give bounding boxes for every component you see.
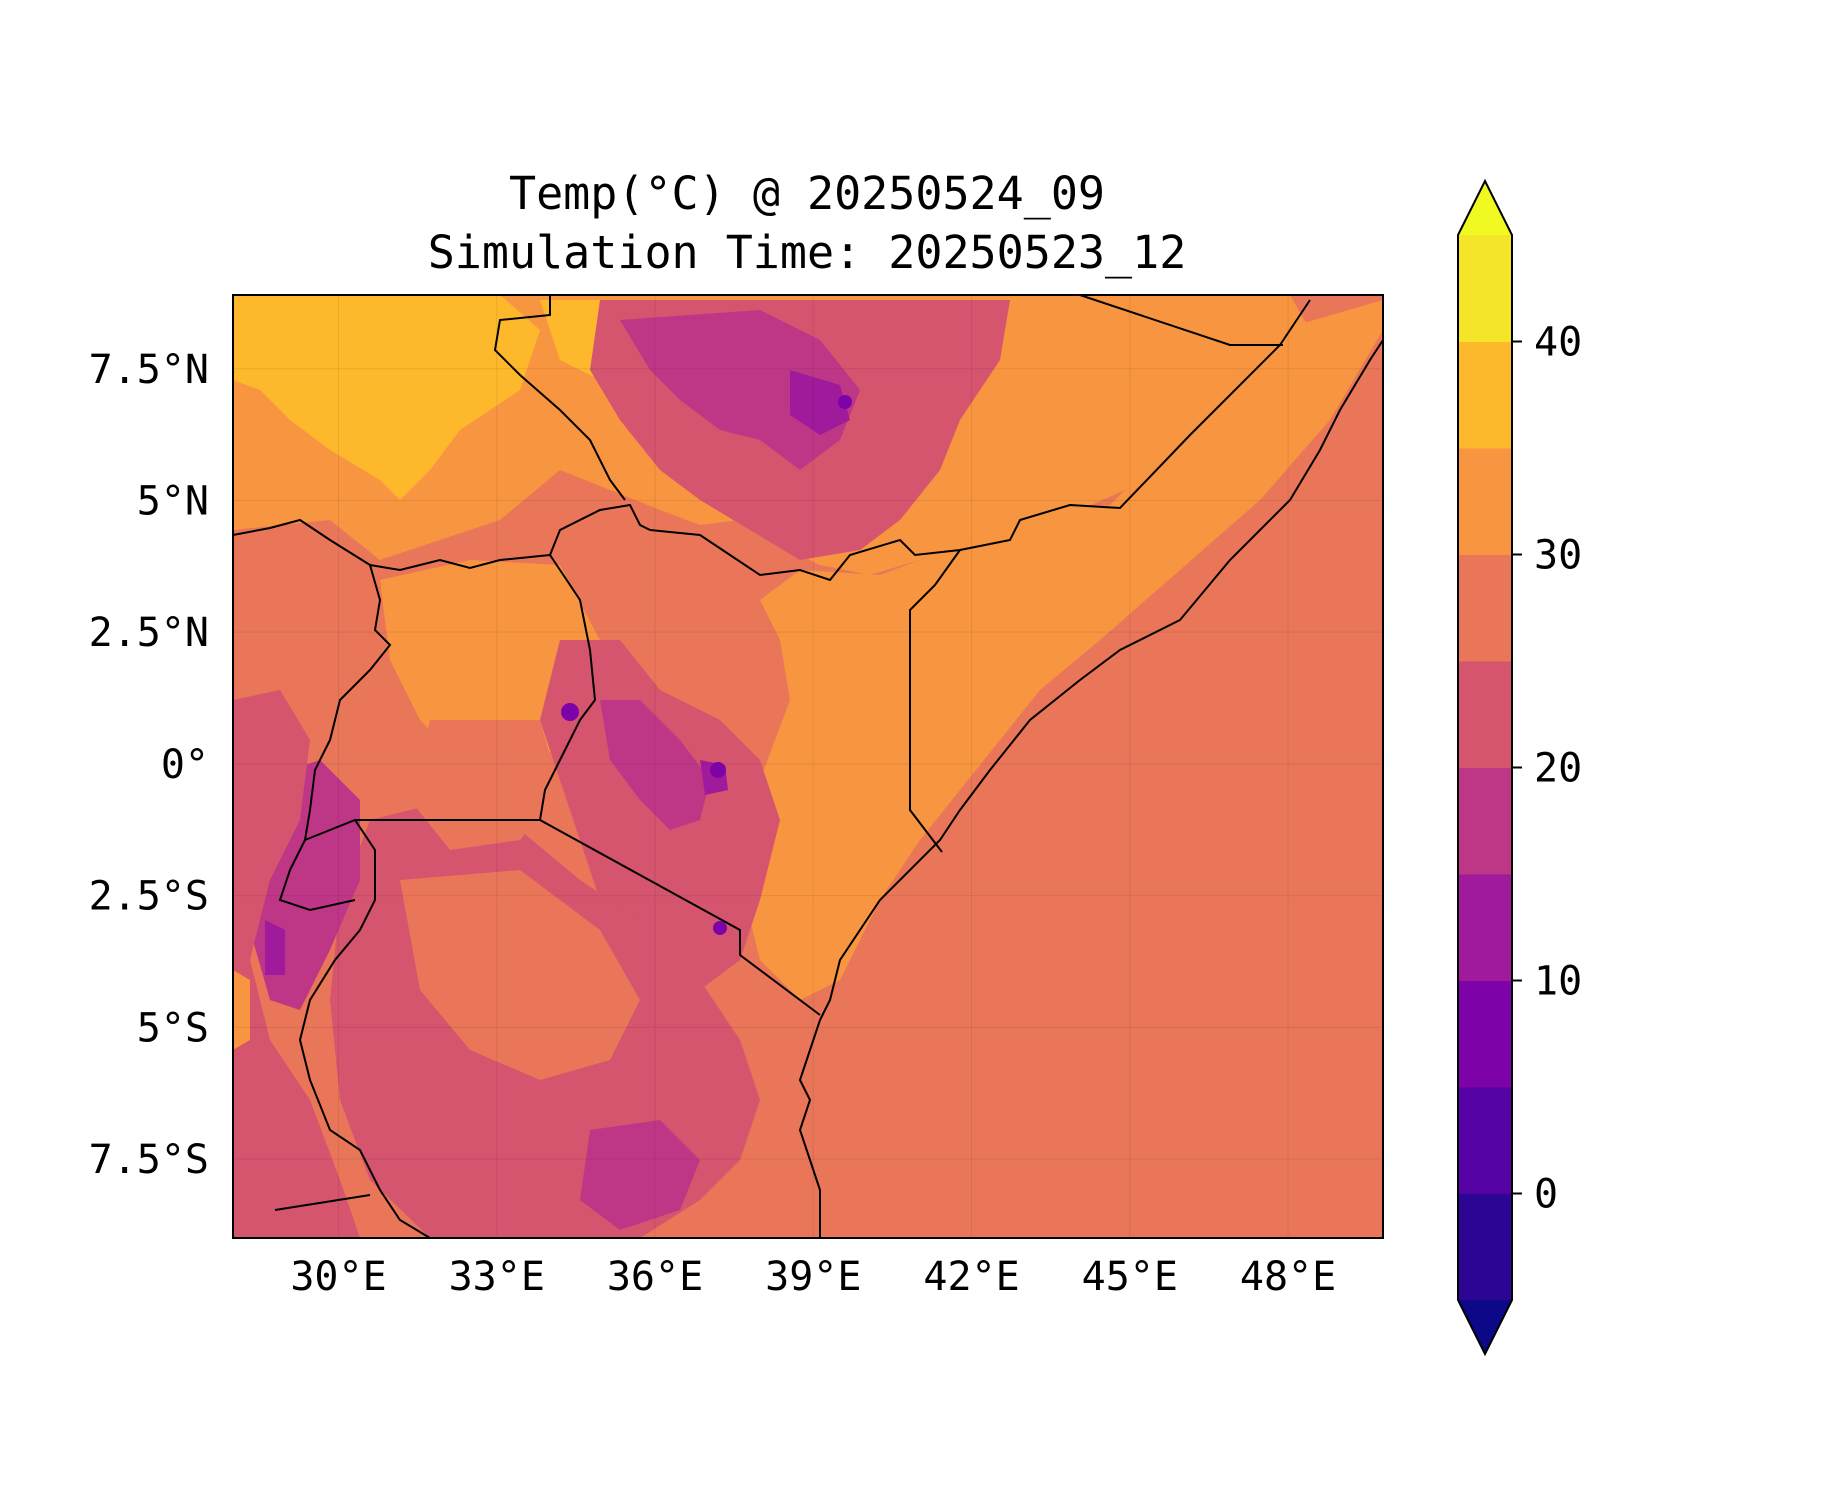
border-sudan-south-sudan	[493, 295, 626, 501]
colorbar-under-extension	[1458, 1300, 1512, 1354]
x-axis: 30°E 33°E 36°E 39°E 42°E 45°E 48°E	[290, 295, 1336, 1300]
colorbar-tick-label: 10	[1534, 959, 1582, 1005]
colorbar-segment	[1458, 980, 1512, 1088]
y-tick-label: 2.5°S	[89, 874, 209, 920]
y-tick-label: 0°	[161, 742, 209, 788]
y-tick-label: 7.5°S	[89, 1137, 209, 1183]
field-5-10-core-2	[710, 762, 726, 778]
colorbar-segment	[1458, 341, 1512, 449]
border-ethiopia-somalia-north	[1079, 295, 1283, 346]
x-tick-label: 36°E	[607, 1254, 703, 1300]
colorbar-segment	[1458, 1087, 1512, 1194]
x-tick-label: 30°E	[290, 1254, 386, 1300]
colorbar-tick-label: 30	[1534, 533, 1582, 579]
field-35-40-nw	[233, 295, 540, 500]
field-30-35-east	[740, 300, 1383, 1000]
y-tick-label: 7.5°N	[89, 347, 209, 393]
border-kenya-tanzania	[539, 819, 821, 1016]
colorbar-segment	[1458, 235, 1512, 342]
x-tick-label: 45°E	[1082, 1254, 1178, 1300]
colorbar-tick-label: 0	[1534, 1172, 1558, 1218]
x-tick-label: 42°E	[923, 1254, 1019, 1300]
field-30-35-drc	[233, 970, 250, 1050]
colorbar-tick-label: 40	[1534, 320, 1582, 366]
x-tick-label: 33°E	[449, 1254, 545, 1300]
field-15-20-tanzania-south	[580, 1120, 700, 1230]
border-uganda-kenya	[539, 554, 597, 821]
map-panel	[233, 295, 1383, 1238]
border-uganda-drc	[304, 564, 392, 841]
border-rwanda-burundi-drc	[298, 819, 431, 1238]
colorbar-segment	[1458, 448, 1512, 555]
colorbar-over-extension	[1458, 181, 1512, 235]
y-tick-label: 5°N	[137, 478, 209, 524]
field-15-20-ethiopia	[620, 310, 860, 470]
field-5-10-core-1	[561, 703, 579, 721]
border-kenya-ethiopia	[649, 529, 961, 582]
map-frame	[232, 294, 1384, 1239]
field-20-25-rift-west	[233, 690, 360, 1238]
border-kenya-somalia	[909, 549, 961, 853]
field-25-30-victoria	[410, 720, 560, 850]
border-south-sudan-uganda	[233, 518, 551, 572]
field-5-10-core-4	[838, 395, 852, 409]
colorbar-segment	[1458, 1193, 1512, 1301]
colorbar-segment	[1458, 767, 1512, 875]
field-25-30-tanzania	[400, 870, 640, 1080]
field-15-20-kenya	[600, 700, 710, 830]
colorbar-segment	[1458, 554, 1512, 662]
colorbar-outline	[1457, 178, 1513, 1357]
y-tick-label: 5°S	[137, 1005, 209, 1051]
y-axis: 7.5°N 5°N 2.5°N 0° 2.5°S 5°S 7.5°S	[89, 347, 1383, 1183]
field-10-15-rift	[265, 920, 285, 975]
y-tick-label: 2.5°N	[89, 610, 209, 656]
colorbar: 0 10 20 30 40	[1457, 178, 1582, 1357]
map-subtitle: Simulation Time: 20250523_12	[428, 226, 1187, 279]
border-rwanda	[278, 839, 356, 912]
field-5-10-core-3	[713, 921, 727, 935]
colorbar-segment	[1458, 874, 1512, 981]
border-ethiopia-somalia	[959, 299, 1311, 551]
border-south-sudan-ethiopia	[549, 503, 651, 556]
x-tick-label: 48°E	[1240, 1254, 1336, 1300]
coastline	[798, 339, 1383, 1238]
x-tick-label: 39°E	[765, 1254, 861, 1300]
borders	[233, 295, 1383, 1238]
map-title: Temp(°C) @ 20250524_09	[509, 167, 1105, 220]
field-10-15-ethiopia	[790, 370, 850, 435]
border-tanzania-zambia	[274, 1194, 371, 1211]
colorbar-segment	[1458, 661, 1512, 768]
temperature-field	[233, 295, 1383, 1238]
colorbar-tick-label: 20	[1534, 746, 1582, 792]
